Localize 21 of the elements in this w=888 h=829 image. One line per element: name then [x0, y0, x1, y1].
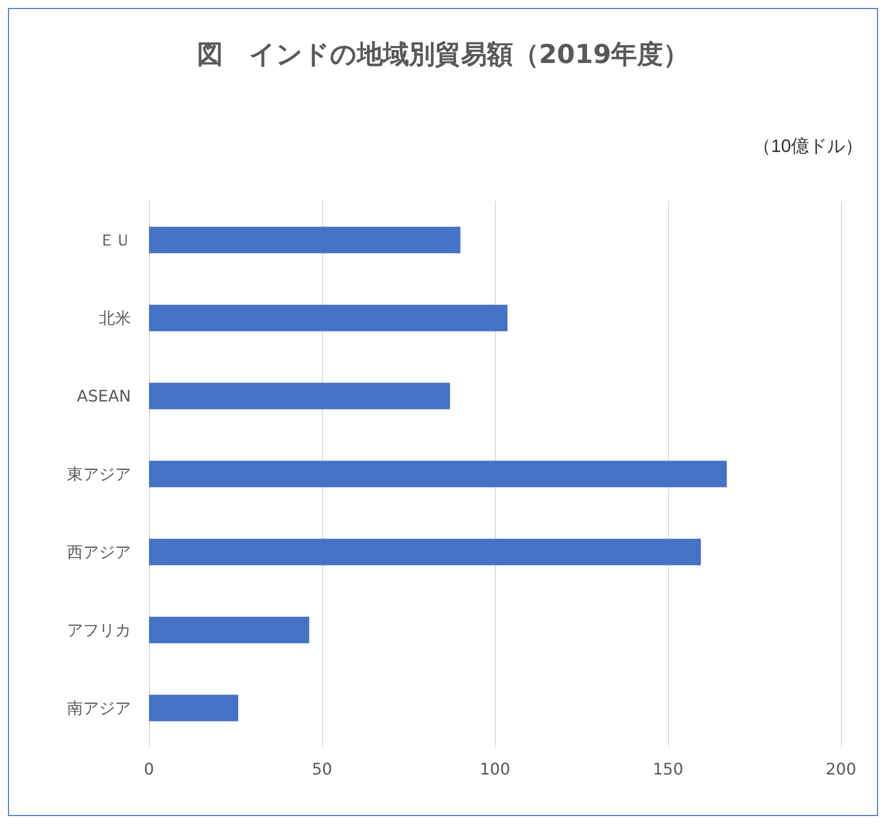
- y-tick-label: 北米: [99, 308, 131, 328]
- x-tick-label: 100: [480, 760, 510, 778]
- x-tick-label: 50: [312, 760, 332, 778]
- x-tick-label: 0: [144, 760, 154, 778]
- bar: [149, 226, 460, 254]
- bar: [149, 460, 727, 488]
- bar: [149, 304, 508, 332]
- y-tick-label: 南アジア: [67, 698, 131, 718]
- y-tick-label: 東アジア: [67, 464, 131, 484]
- bar: [149, 538, 701, 566]
- bar: [149, 694, 238, 722]
- y-tick-label: ＥＵ: [99, 230, 131, 250]
- y-tick-label: アフリカ: [67, 620, 131, 640]
- bar: [149, 616, 310, 644]
- chart-title: 図 インドの地域別貿易額（2019年度）: [196, 40, 690, 70]
- x-tick-label: 150: [652, 760, 684, 778]
- x-tick-label: 200: [826, 760, 856, 778]
- bar: [149, 382, 450, 410]
- y-tick-label: ASEAN: [76, 386, 131, 406]
- y-tick-label: 西アジア: [67, 542, 131, 562]
- text: （10億ドル）: [752, 136, 864, 156]
